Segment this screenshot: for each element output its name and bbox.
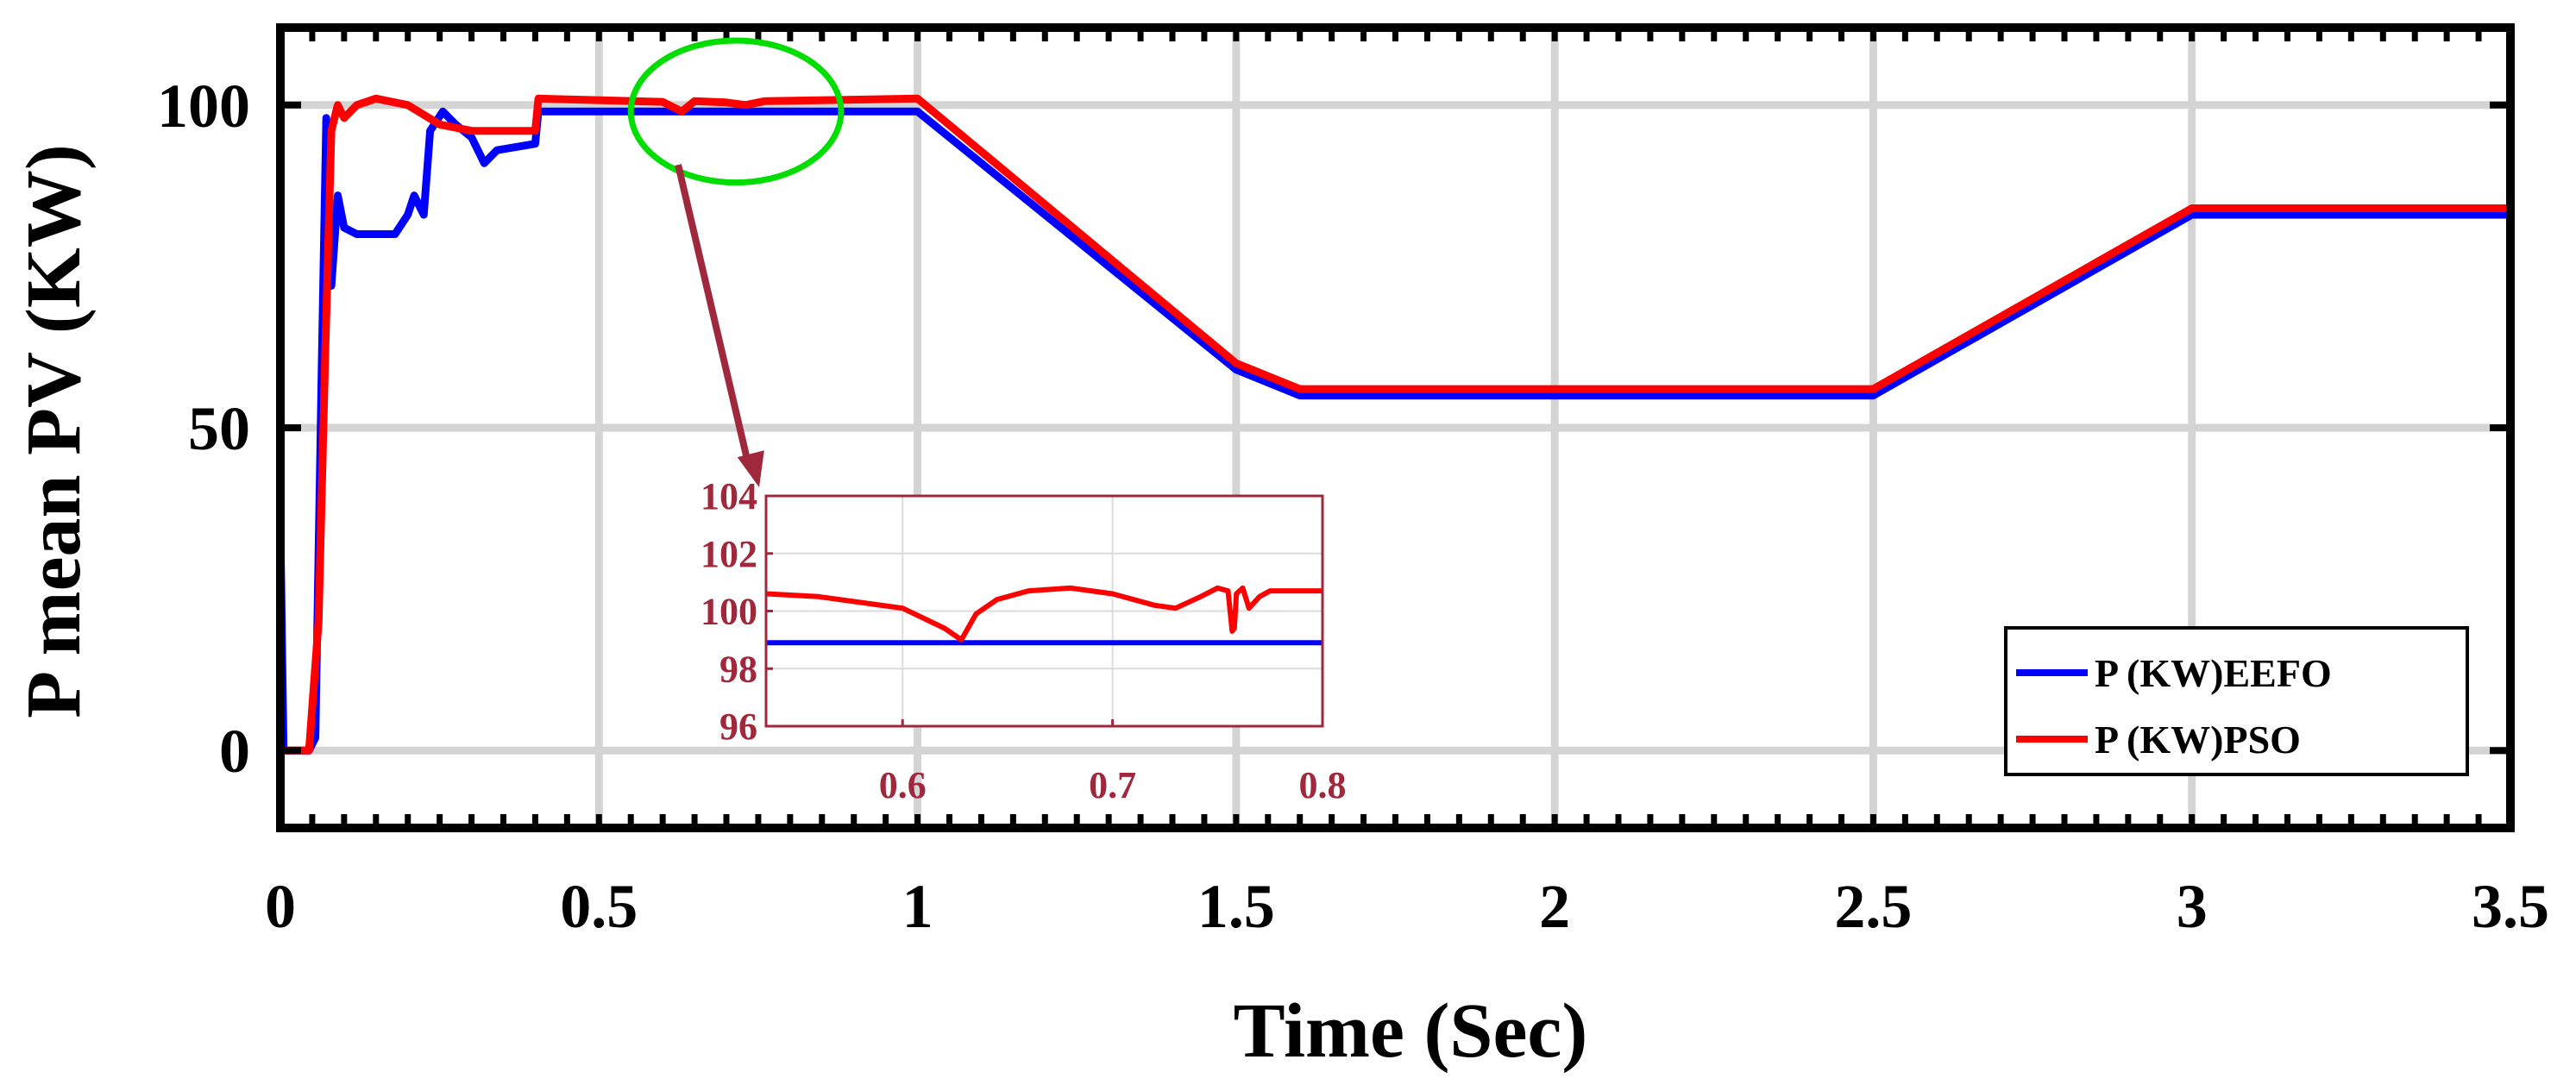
- x-tick-label: 2: [1539, 872, 1570, 941]
- zoom-annotation: [627, 37, 845, 487]
- main-plot-series: [276, 94, 2510, 755]
- legend-label-pso: P (KW)PSO: [2095, 718, 2301, 762]
- inset-x-tick-label: 0.8: [1299, 764, 1347, 806]
- zoom-arrow-head: [737, 450, 764, 487]
- inset-y-tick-label: 96: [719, 705, 757, 748]
- main-series-line-pso: [280, 94, 2510, 755]
- x-axis-title: Time (Sec): [1234, 988, 1588, 1074]
- x-tick-label: 0.5: [560, 872, 638, 941]
- inset-x-tick-label: 0.6: [879, 764, 927, 806]
- inset-y-tick-label: 100: [701, 591, 757, 633]
- inset-series-line-pso: [765, 585, 1323, 643]
- x-tick-label: 1: [902, 872, 933, 941]
- x-tick-label: 1.5: [1197, 872, 1275, 941]
- inset-y-tick-label: 102: [701, 533, 757, 575]
- x-tick-label: 3.5: [2472, 872, 2549, 941]
- main-series-line-eefo: [276, 107, 2510, 755]
- zoom-region-ellipse: [627, 37, 845, 186]
- y-tick-label: 0: [219, 717, 250, 786]
- x-tick-label: 0: [265, 872, 296, 941]
- inset-chart: 0.6 0.7 0.8 96 98 100 102 104: [701, 475, 1347, 806]
- y-axis-title: P mean PV (KW): [11, 144, 97, 718]
- legend-box: [2004, 626, 2469, 776]
- zoom-arrow-line: [675, 164, 752, 467]
- legend-label-eefo: P (KW)EEFO: [2095, 651, 2332, 695]
- inset-y-tick-label: 98: [719, 648, 757, 690]
- legend: P (KW)EEFO P (KW)PSO: [2004, 626, 2469, 776]
- x-tick-label: 3: [2177, 872, 2208, 941]
- y-tick-label: 50: [188, 394, 250, 463]
- y-tick-label: 100: [157, 72, 250, 141]
- x-tick-label: 2.5: [1834, 872, 1912, 941]
- main-axis-ticks: 0 0.5 1 1.5 2 2.5 3 3.5 0 50 100: [157, 72, 2549, 941]
- inset-x-tick-label: 0.7: [1089, 764, 1136, 806]
- inset-y-tick-label: 104: [701, 475, 757, 517]
- main-plot-frame: [276, 23, 2515, 832]
